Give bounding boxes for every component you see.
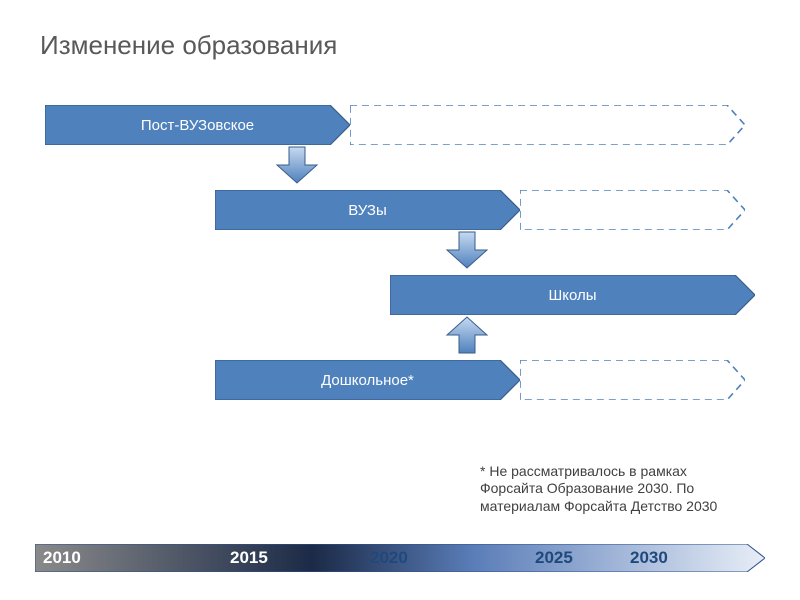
page-title: Изменение образования bbox=[40, 30, 760, 61]
arrow-down-icon bbox=[275, 145, 319, 185]
timeline-year: 2025 bbox=[535, 548, 573, 568]
slide: Изменение образования Пост-ВУЗовское ВУЗ… bbox=[0, 0, 800, 600]
bar-label: Дошкольное* bbox=[313, 372, 422, 389]
dashed-extent bbox=[520, 190, 745, 230]
arrow-up-icon bbox=[445, 315, 489, 355]
solid-bar: Пост-ВУЗовское bbox=[45, 105, 350, 145]
timeline-year: 2010 bbox=[43, 548, 81, 568]
solid-bar: Школы bbox=[390, 275, 755, 315]
chart-row: Пост-ВУЗовское bbox=[45, 105, 755, 145]
footnote-text: * Не рассматривалось в рамках Форсайта О… bbox=[480, 463, 750, 516]
timeline-year: 2030 bbox=[630, 548, 668, 568]
solid-bar: Дошкольное* bbox=[215, 360, 520, 400]
solid-bar: ВУЗы bbox=[215, 190, 520, 230]
bar-label: Пост-ВУЗовское bbox=[133, 117, 262, 134]
dashed-extent bbox=[520, 360, 745, 400]
timeline: 2010 2015 2020 2025 2030 bbox=[35, 544, 765, 572]
chart-row: Дошкольное* bbox=[45, 360, 755, 400]
bar-label: ВУЗы bbox=[340, 202, 395, 219]
arrow-down-icon bbox=[445, 230, 489, 270]
chart-row: ВУЗы bbox=[45, 190, 755, 230]
timeline-labels: 2010 2015 2020 2025 2030 bbox=[35, 544, 745, 572]
bar-label: Школы bbox=[540, 287, 604, 304]
chart-row: Школы bbox=[45, 275, 755, 315]
timeline-year: 2015 bbox=[230, 548, 268, 568]
chart-area: Пост-ВУЗовское ВУЗы Школы Дошкольное* bbox=[45, 105, 755, 425]
timeline-year: 2020 bbox=[370, 548, 408, 568]
dashed-extent bbox=[350, 105, 745, 145]
